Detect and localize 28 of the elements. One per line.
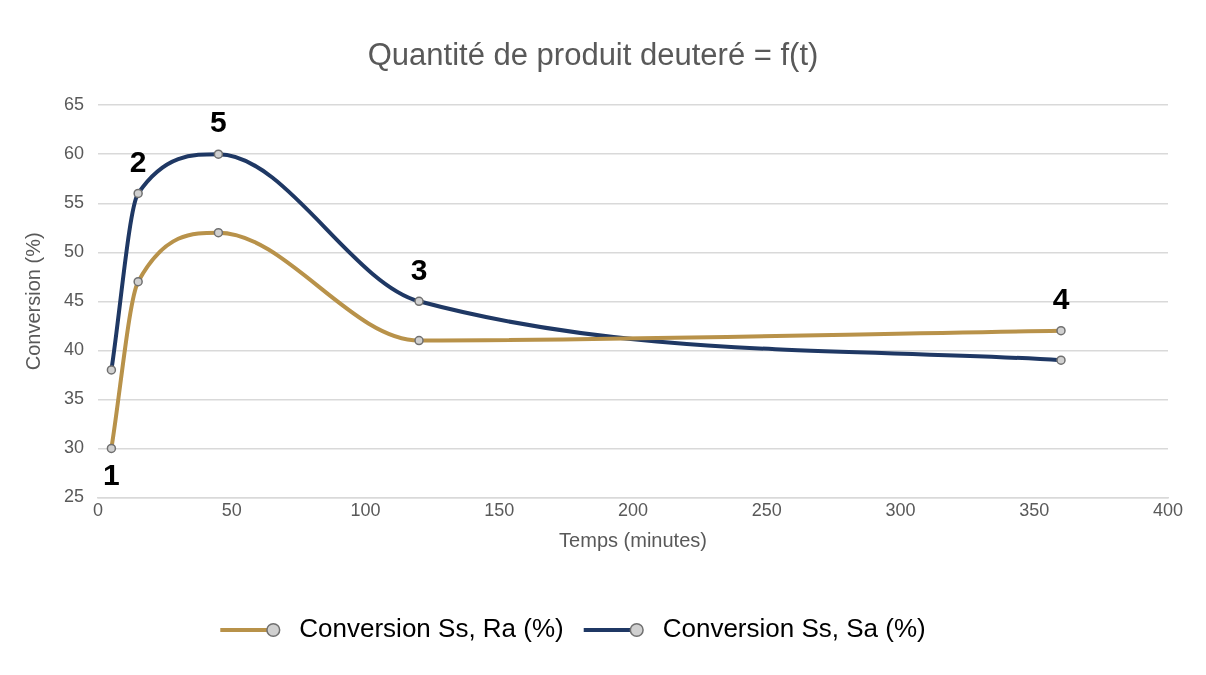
x-tick-label: 150 [484,500,515,521]
annotation: 4 [1052,281,1070,315]
annotation: 3 [410,252,428,286]
x-tick-label: 350 [1019,500,1050,521]
y-tick-label: 35 [63,388,85,409]
annotation: 1 [103,457,120,491]
x-tick-label: 0 [93,500,104,521]
y-tick-label: 25 [63,486,85,507]
x-tick-label: 300 [885,500,916,521]
chart-title: Quantité de produit deuteré = f(t) [367,37,819,73]
x-tick-label: 100 [350,500,381,521]
legend-label: Conversion Ss, Sa (%) [662,613,926,644]
x-tick-label: 50 [221,500,242,521]
x-tick-label: 400 [1152,500,1184,521]
annotation: 2 [129,144,147,178]
x-axis-title: Temps (minutes) [559,528,707,551]
y-tick-label: 55 [63,192,85,213]
y-axis-title: Conversion (%) [21,232,44,371]
legend-label: Conversion Ss, Ra (%) [299,613,564,644]
y-tick-label: 65 [63,94,85,115]
y-tick-label: 45 [63,290,85,311]
x-tick-label: 200 [617,500,649,521]
x-tick-label: 250 [751,500,782,521]
annotation: 5 [210,105,227,139]
y-tick-label: 30 [63,437,85,458]
y-tick-label: 40 [63,339,85,360]
y-tick-label: 50 [63,241,85,262]
y-tick-label: 60 [63,143,85,164]
